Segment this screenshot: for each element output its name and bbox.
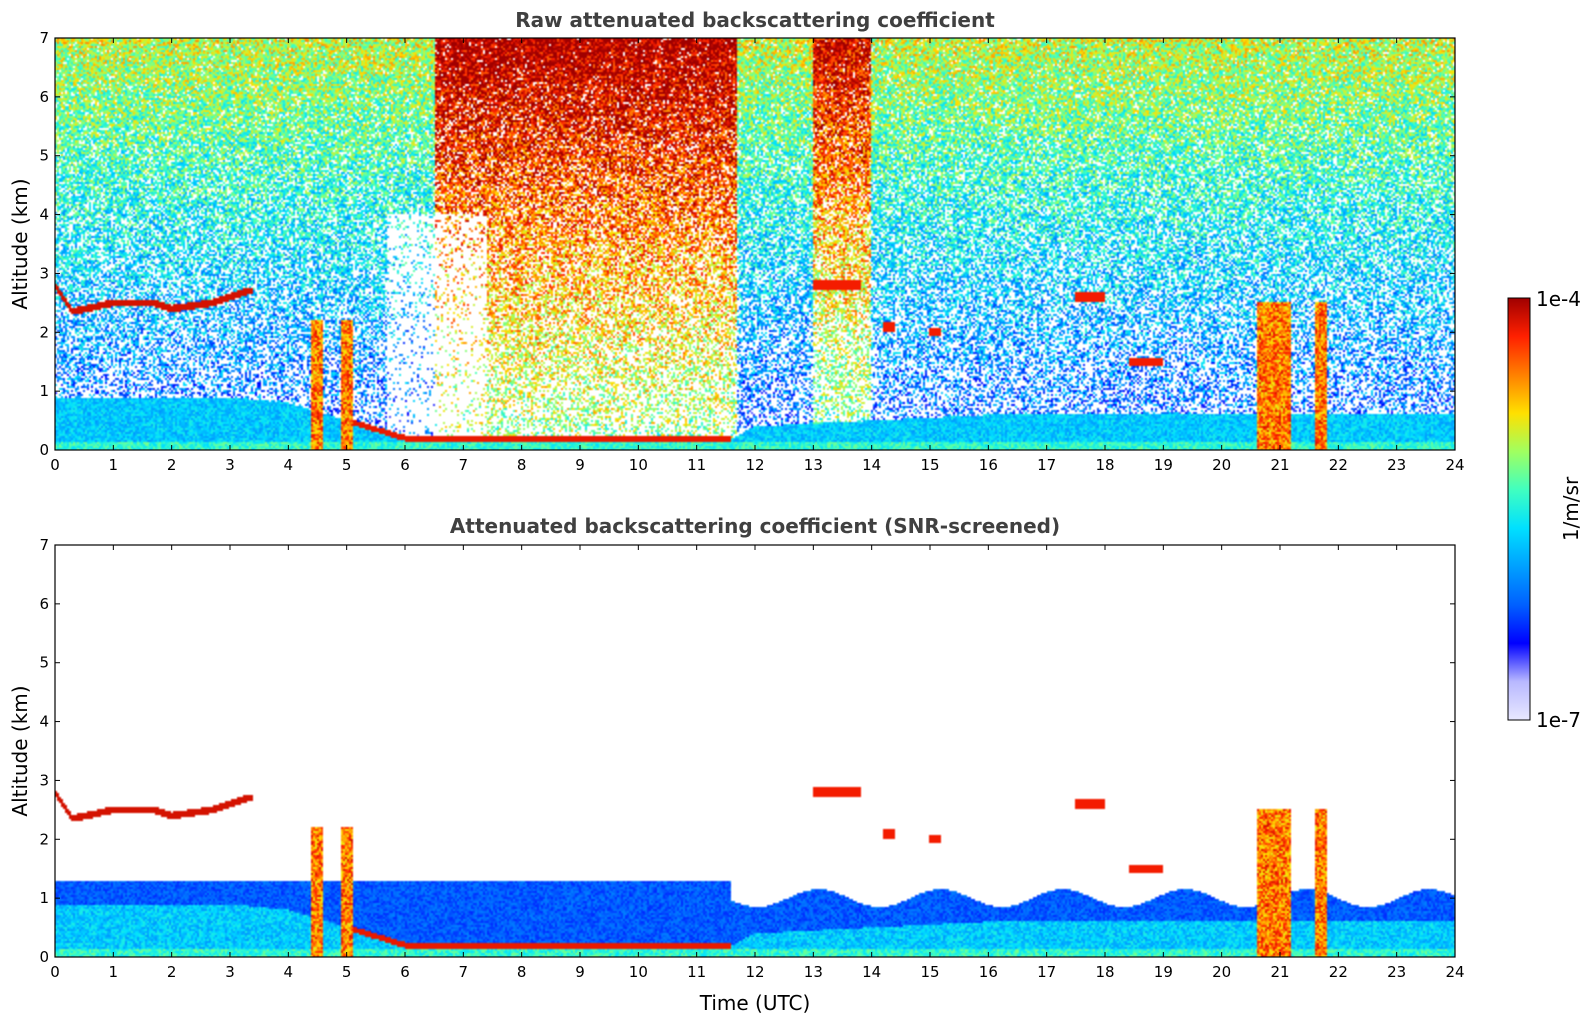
panel1-title: Raw attenuated backscattering coefficien… [515, 8, 995, 32]
x-tick-label: 10 [629, 963, 648, 981]
y-tick-label: 5 [39, 147, 49, 165]
y-tick-label: 3 [39, 264, 49, 282]
x-tick-label: 0 [50, 963, 60, 981]
x-tick-label: 9 [575, 456, 585, 474]
x-tick-label: 1 [109, 963, 119, 981]
colorbar: 1e-4 1e-7 1/m/sr [1507, 287, 1583, 732]
panel1-x-ticks: 0 1 2 3 4 5 6 7 8 9 10 11 12 13 14 15 16 17 18 19 20 21 22 23 24 [50, 38, 1465, 474]
y-tick-label: 0 [39, 948, 49, 966]
x-tick-label: 19 [1154, 963, 1173, 981]
y-tick-label: 5 [39, 654, 49, 672]
x-tick-label: 17 [1037, 456, 1056, 474]
x-tick-label: 13 [804, 456, 823, 474]
x-tick-label: 4 [284, 963, 294, 981]
colorbar-gradient [1507, 297, 1531, 721]
panel2-ylabel: Altitude (km) [8, 685, 32, 816]
x-tick-label: 2 [167, 963, 177, 981]
x-tick-label: 5 [342, 456, 352, 474]
panel2-heatmap [55, 545, 1455, 957]
panel2-image [55, 545, 1455, 957]
x-tick-label: 11 [687, 963, 706, 981]
x-tick-label: 12 [745, 456, 764, 474]
panel1-heatmap [55, 38, 1455, 450]
x-tick-label: 4 [284, 456, 294, 474]
panel2-xlabel: Time (UTC) [699, 991, 811, 1015]
x-tick-label: 16 [979, 963, 998, 981]
y-tick-label: 4 [39, 713, 49, 731]
x-tick-label: 3 [225, 456, 235, 474]
x-tick-label: 2 [167, 456, 177, 474]
y-tick-label: 1 [39, 382, 49, 400]
y-tick-label: 1 [39, 889, 49, 907]
x-tick-label: 19 [1154, 456, 1173, 474]
x-tick-label: 1 [109, 456, 119, 474]
x-tick-label: 15 [920, 963, 939, 981]
x-tick-label: 7 [459, 456, 469, 474]
x-tick-label: 23 [1387, 963, 1406, 981]
x-tick-label: 7 [459, 963, 469, 981]
x-tick-label: 21 [1270, 963, 1289, 981]
y-tick-label: 7 [39, 29, 49, 47]
x-tick-label: 5 [342, 963, 352, 981]
x-tick-label: 13 [804, 963, 823, 981]
panel2-title: Attenuated backscattering coefficient (S… [450, 514, 1060, 538]
y-tick-label: 0 [39, 441, 49, 459]
x-tick-label: 21 [1270, 456, 1289, 474]
y-tick-label: 7 [39, 536, 49, 554]
x-tick-label: 12 [745, 963, 764, 981]
x-tick-label: 14 [862, 963, 881, 981]
x-tick-label: 24 [1445, 456, 1464, 474]
x-tick-label: 8 [517, 963, 527, 981]
panel2-x-ticks: 0 1 2 3 4 5 6 7 8 9 10 11 12 13 14 15 16 17 18 19 20 21 22 23 24 [50, 545, 1465, 981]
y-tick-label: 3 [39, 771, 49, 789]
y-tick-label: 2 [39, 830, 49, 848]
x-tick-label: 0 [50, 456, 60, 474]
x-tick-label: 22 [1329, 963, 1348, 981]
x-tick-label: 3 [225, 963, 235, 981]
x-tick-label: 22 [1329, 456, 1348, 474]
panel1-image [55, 38, 1455, 450]
x-tick-label: 23 [1387, 456, 1406, 474]
y-tick-label: 6 [39, 595, 49, 613]
colorbar-min-label: 1e-7 [1536, 708, 1581, 732]
colorbar-unit-label: 1/m/sr [1559, 476, 1583, 541]
y-tick-label: 6 [39, 88, 49, 106]
x-tick-label: 18 [1095, 456, 1114, 474]
panel1-ylabel: Altitude (km) [8, 178, 32, 309]
colorbar-max-label: 1e-4 [1536, 287, 1581, 311]
x-tick-label: 15 [920, 456, 939, 474]
x-tick-label: 14 [862, 456, 881, 474]
y-tick-label: 4 [39, 206, 49, 224]
x-tick-label: 18 [1095, 963, 1114, 981]
panel2-y-ticks: 0 1 2 3 4 5 6 7 [39, 536, 1455, 966]
x-tick-label: 11 [687, 456, 706, 474]
x-tick-label: 6 [400, 456, 410, 474]
x-tick-label: 16 [979, 456, 998, 474]
panel1-y-ticks: 0 1 2 3 4 5 6 7 [39, 29, 1455, 459]
x-tick-label: 10 [629, 456, 648, 474]
x-tick-label: 17 [1037, 963, 1056, 981]
x-tick-label: 20 [1212, 963, 1231, 981]
x-tick-label: 6 [400, 963, 410, 981]
x-tick-label: 9 [575, 963, 585, 981]
x-tick-label: 8 [517, 456, 527, 474]
x-tick-label: 20 [1212, 456, 1231, 474]
y-tick-label: 2 [39, 323, 49, 341]
x-tick-label: 24 [1445, 963, 1464, 981]
